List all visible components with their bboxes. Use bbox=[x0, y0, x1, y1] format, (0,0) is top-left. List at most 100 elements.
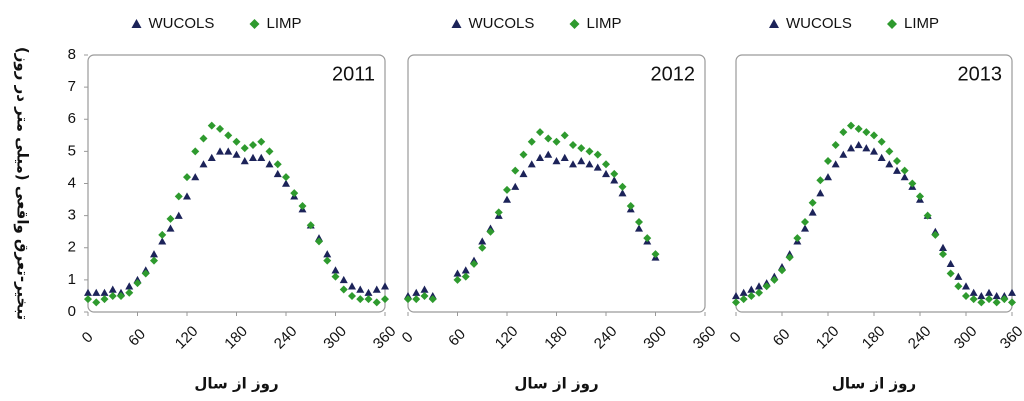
triangle-marker bbox=[331, 266, 340, 274]
diamond-marker bbox=[191, 147, 200, 156]
diamond-marker bbox=[503, 185, 511, 194]
triangle-marker bbox=[364, 288, 373, 296]
diamond-marker bbox=[908, 179, 917, 188]
triangle-marker bbox=[461, 266, 470, 274]
y-tick-label: 7 bbox=[68, 78, 76, 95]
triangle-marker bbox=[412, 288, 421, 296]
triangle-marker bbox=[339, 275, 348, 284]
triangle-marker bbox=[232, 150, 241, 158]
diamond-marker bbox=[778, 266, 786, 275]
x-axis-label: روز از سال bbox=[832, 375, 916, 393]
y-tick-label: 0 bbox=[68, 303, 76, 320]
triangle-marker bbox=[323, 250, 332, 258]
triangle-marker bbox=[372, 285, 381, 293]
triangle-marker bbox=[348, 282, 356, 290]
y-tick-label: 2 bbox=[68, 239, 76, 256]
triangle-marker bbox=[216, 147, 224, 155]
diamond-marker bbox=[969, 295, 978, 304]
triangle-marker bbox=[732, 291, 740, 300]
diamond-marker bbox=[808, 198, 817, 207]
diamond-marker bbox=[420, 291, 429, 300]
triangle-marker bbox=[893, 166, 901, 174]
diamond-marker bbox=[885, 147, 894, 156]
x-tick-label: 180 bbox=[541, 323, 571, 353]
triangle-marker bbox=[265, 160, 274, 168]
triangle-marker bbox=[946, 259, 955, 268]
diamond-marker bbox=[854, 124, 863, 133]
diamond-marker bbox=[954, 282, 963, 291]
triangle-marker bbox=[84, 288, 92, 296]
diamond-marker bbox=[824, 157, 832, 166]
x-tick-label: 240 bbox=[591, 323, 621, 353]
triangle-marker bbox=[356, 285, 365, 293]
legend-label: WUCOLS bbox=[469, 15, 535, 32]
triangle-marker bbox=[199, 160, 208, 168]
x-tick-label: 0 bbox=[79, 329, 97, 347]
triangle-marker bbox=[92, 288, 101, 296]
diamond-marker bbox=[762, 282, 771, 291]
triangle-marker bbox=[478, 237, 487, 245]
diamond-marker bbox=[916, 192, 924, 201]
diamond-marker bbox=[610, 169, 619, 178]
diamond-marker bbox=[323, 256, 332, 265]
diamond-marker bbox=[117, 291, 125, 300]
triangle-marker bbox=[969, 288, 978, 296]
diamond-marker bbox=[331, 272, 340, 281]
diamond-marker bbox=[240, 144, 249, 153]
triangle-marker bbox=[755, 282, 763, 290]
diamond-marker bbox=[931, 230, 940, 239]
diamond-marker bbox=[404, 295, 412, 304]
diamond-marker bbox=[428, 295, 437, 304]
triangle-marker bbox=[801, 224, 809, 232]
triangle-marker bbox=[240, 157, 249, 165]
x-tick-label: 0 bbox=[399, 329, 417, 347]
diamond-marker bbox=[536, 128, 544, 137]
diamond-marker bbox=[100, 295, 109, 304]
triangle-marker bbox=[839, 150, 848, 158]
x-tick-label: 360 bbox=[370, 323, 400, 353]
triangle-marker bbox=[560, 153, 569, 161]
x-tick-label: 60 bbox=[125, 326, 149, 350]
triangle-marker bbox=[992, 291, 1001, 300]
triangle-marker bbox=[824, 173, 832, 181]
y-tick-label: 1 bbox=[68, 271, 76, 288]
triangle-marker bbox=[635, 224, 643, 232]
x-tick-label: 120 bbox=[492, 323, 522, 353]
x-tick-label: 120 bbox=[172, 323, 202, 353]
triangle-marker bbox=[166, 224, 175, 232]
diamond-marker bbox=[755, 288, 763, 297]
triangle-marker bbox=[618, 189, 627, 197]
triangle-marker bbox=[977, 291, 986, 300]
triangle-marker bbox=[503, 195, 511, 203]
triangle-marker bbox=[610, 176, 619, 184]
triangle-marker bbox=[381, 282, 389, 290]
triangle-marker bbox=[1008, 288, 1016, 296]
x-tick-label: 120 bbox=[813, 323, 843, 353]
triangle-marker bbox=[536, 153, 544, 161]
y-tick-label: 5 bbox=[68, 142, 76, 159]
diamond-marker bbox=[141, 269, 150, 278]
x-tick-label: 240 bbox=[905, 323, 935, 353]
diamond-marker bbox=[643, 234, 652, 243]
diamond-marker bbox=[92, 298, 101, 307]
legend-label: LIMP bbox=[587, 15, 622, 32]
x-tick-label: 360 bbox=[997, 323, 1024, 353]
diamond-marker bbox=[511, 166, 520, 175]
triangle-marker bbox=[854, 140, 863, 149]
triangle-marker bbox=[224, 147, 233, 155]
diamond-marker bbox=[544, 134, 553, 143]
x-tick-label: 300 bbox=[320, 323, 350, 353]
triangle-marker bbox=[577, 157, 586, 165]
diamond-marker bbox=[183, 173, 191, 182]
plot-frame bbox=[407, 54, 706, 313]
triangle-marker bbox=[257, 153, 266, 161]
diamond-marker bbox=[166, 214, 175, 223]
diamond-marker bbox=[870, 131, 878, 140]
triangle-marker bbox=[108, 285, 117, 293]
triangle-marker bbox=[885, 160, 894, 168]
diamond-marker bbox=[577, 144, 586, 153]
triangle-marker bbox=[847, 144, 855, 152]
diamond-marker bbox=[216, 124, 224, 133]
triangle-marker bbox=[816, 189, 825, 197]
